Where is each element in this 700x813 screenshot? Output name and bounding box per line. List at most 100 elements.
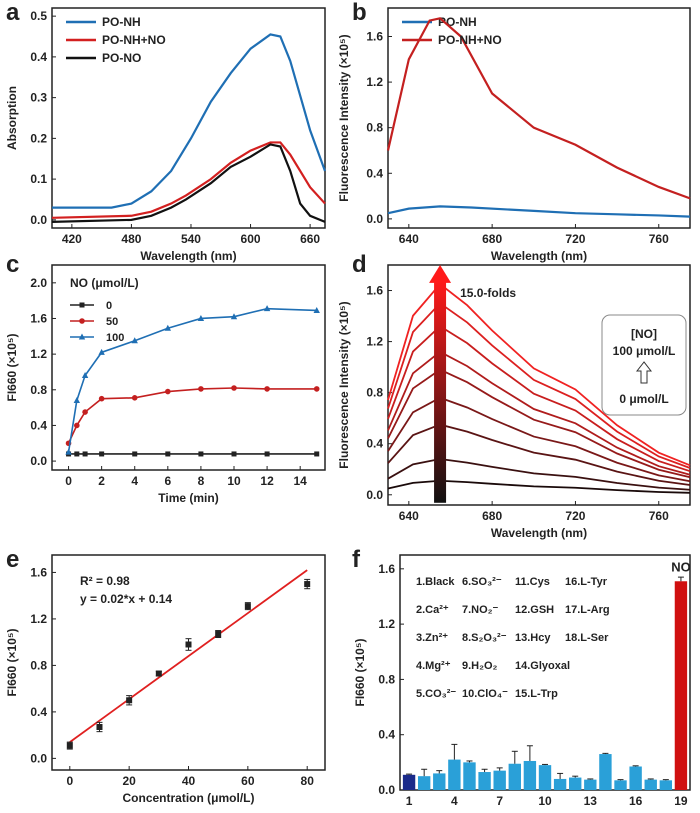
legend-item: 1.Black <box>416 576 455 588</box>
increase-arrow <box>434 280 447 503</box>
y-axis-label: Fluorescence Intensity (×10⁵) <box>337 301 351 468</box>
legend-label: 50 <box>106 316 118 328</box>
y-tick-label: 0.4 <box>366 166 383 180</box>
data-point <box>66 742 73 749</box>
x-axis-label: Wavelength (nm) <box>491 526 587 540</box>
y-tick-label: 0.0 <box>366 212 383 226</box>
box-top: 100 μmol/L <box>613 344 676 358</box>
y-tick-label: 0.0 <box>378 783 395 797</box>
legend-item: 6.SO₃²⁻ <box>462 576 502 588</box>
data-point <box>264 451 270 457</box>
data-point <box>126 697 133 704</box>
data-point <box>304 581 311 588</box>
data-point <box>215 631 222 638</box>
data-point <box>165 451 171 457</box>
bar-11 <box>553 778 567 790</box>
panel-label: a <box>6 0 20 26</box>
bar-10 <box>538 765 552 790</box>
legend-marker <box>79 318 85 324</box>
y-tick-label: 0.0 <box>30 751 47 765</box>
x-tick-label: 2 <box>98 474 105 488</box>
x-tick-label: 720 <box>565 232 585 246</box>
series-line-po-nh+no <box>51 141 326 219</box>
data-point <box>81 372 89 379</box>
data-point <box>198 386 204 392</box>
y-tick-label: 1.2 <box>30 347 47 361</box>
data-point <box>73 396 81 403</box>
y-tick-label: 2.0 <box>30 276 47 290</box>
bar-15 <box>614 780 627 790</box>
legend-item: 5.CO₃²⁻ <box>416 688 456 700</box>
legend-item: 12.GSH <box>515 604 554 616</box>
y-tick-label: 0.8 <box>30 383 47 397</box>
data-point <box>230 313 238 320</box>
legend-item: 9.H₂O₂ <box>462 660 498 672</box>
x-tick-label: 720 <box>565 509 585 523</box>
plot-frame <box>399 554 691 791</box>
bar-4 <box>448 759 461 790</box>
up-arrow-icon <box>635 361 653 384</box>
series-line-po-nh+no <box>386 17 691 200</box>
data-point <box>231 385 237 391</box>
panel-label: f <box>352 546 361 573</box>
x-tick-label: 640 <box>399 509 419 523</box>
bar-18 <box>659 780 673 790</box>
x-tick-label: 480 <box>121 232 141 246</box>
x-tick-label: 680 <box>482 232 502 246</box>
legend-label: 100 <box>106 332 124 344</box>
spectrum-line <box>387 396 691 483</box>
spectrum-line <box>387 458 691 491</box>
legend-label: 0 <box>106 300 112 312</box>
panel-b: b 640 680 720 760 0.0 0.4 0.8 1.2 1.6 Wavelength (… <box>337 0 691 263</box>
series-line-po-nh <box>387 205 691 218</box>
bar-1 <box>402 774 416 790</box>
x-tick-label: 4 <box>451 794 458 808</box>
legend-item: 8.S₂O₃²⁻ <box>462 632 507 644</box>
legend-label: PO-NH+NO <box>438 33 502 47</box>
x-tick-label: 10 <box>538 794 552 808</box>
data-point <box>74 422 80 429</box>
plot-frame <box>387 7 691 229</box>
x-tick-label: 19 <box>674 794 688 808</box>
data-point <box>74 451 80 457</box>
fit-line <box>69 569 308 743</box>
series-line-po-nh <box>52 33 327 209</box>
legend-label: PO-NO <box>102 51 141 65</box>
series-line-100 <box>67 307 317 453</box>
x-tick-label: 8 <box>198 474 205 488</box>
legend-label: PO-NH+NO <box>102 33 166 47</box>
bar-3 <box>433 773 446 790</box>
x-tick-label: 640 <box>399 232 419 246</box>
x-tick-label: 680 <box>482 509 502 523</box>
bar-7 <box>493 770 506 790</box>
data-point <box>96 724 103 730</box>
bar-9 <box>523 760 537 790</box>
plot-frame <box>51 264 326 471</box>
spectrum-line <box>387 479 691 494</box>
y-tick-label: 0.4 <box>30 418 47 432</box>
data-point <box>263 305 271 312</box>
equation-label: y = 0.02*x + 0.14 <box>80 592 172 606</box>
y-tick-label: 0.8 <box>378 672 395 686</box>
data-point <box>82 409 88 415</box>
y-axis-label: Absorption <box>5 86 19 150</box>
panel-f: f 1 4 7 10 13 16 19 0.0 0.4 0.8 1.2 1.6 FI660 (×10⁵) N… <box>352 546 691 808</box>
y-tick-label: 0.0 <box>30 454 47 468</box>
arrow-head-icon <box>429 265 452 283</box>
data-point <box>98 395 105 402</box>
x-tick-label: 0 <box>66 774 73 788</box>
bar-19 <box>674 581 688 790</box>
y-tick-label: 0.3 <box>30 91 47 105</box>
x-tick-label: 10 <box>227 474 241 488</box>
x-axis-label: Time (min) <box>158 491 218 505</box>
y-tick-label: 1.6 <box>366 284 383 298</box>
bar-16 <box>629 766 642 790</box>
panel-e: e 0 20 40 60 80 0.0 0.4 0.8 1.2 1.6 Concentration (… <box>5 546 326 805</box>
legend-item: 15.L-Trp <box>515 688 558 700</box>
x-tick-label: 760 <box>649 232 669 246</box>
bar-12 <box>569 777 582 790</box>
x-tick-label: 14 <box>294 474 308 488</box>
x-tick-label: 80 <box>301 774 315 788</box>
bar-6 <box>478 772 491 790</box>
x-axis-label: Wavelength (nm) <box>140 249 236 263</box>
